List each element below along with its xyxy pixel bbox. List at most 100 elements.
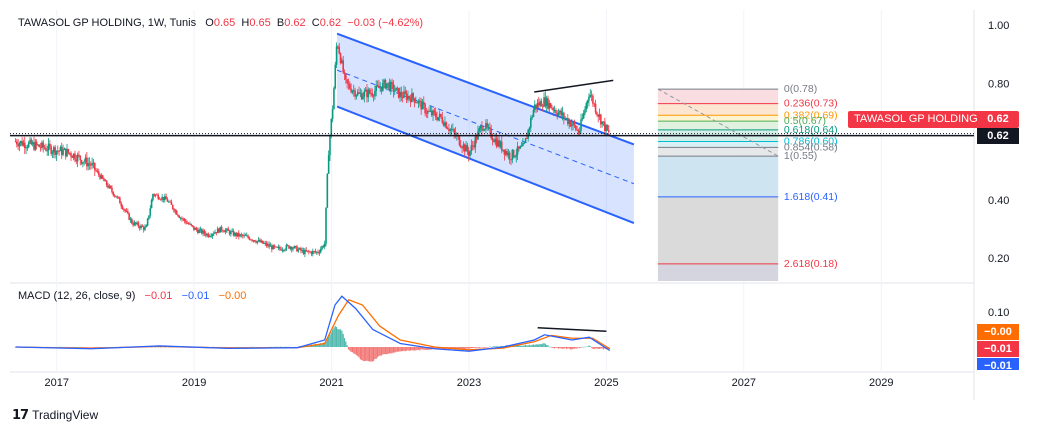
candle-body [605, 125, 607, 132]
macd-histogram-bar [354, 347, 356, 355]
candle-body [46, 150, 49, 152]
candle-body [475, 136, 478, 140]
macd-histogram-bar [469, 347, 471, 349]
macd-histogram-bar [601, 347, 603, 349]
candle-body [121, 206, 124, 209]
candle-body [224, 230, 227, 233]
candle-body [116, 196, 119, 198]
candle-body [438, 114, 441, 118]
candle-body [584, 109, 586, 113]
candle-body [366, 89, 368, 98]
macd-histogram-bar [542, 343, 544, 347]
macd-histogram-bar [573, 347, 576, 349]
macd-histogram-bar [547, 345, 549, 347]
candle-body [64, 148, 67, 157]
candle-body [144, 227, 146, 230]
candle-body [437, 117, 440, 121]
candle-body [277, 247, 280, 248]
candle-body [21, 141, 23, 146]
candle-body [305, 249, 307, 252]
candle-body [127, 211, 129, 214]
macd-histogram-bar [437, 347, 439, 350]
candle-body [255, 241, 257, 243]
macd-histogram-bar [222, 347, 224, 348]
macd-histogram-bar [243, 346, 245, 348]
candle-body [380, 87, 383, 91]
macd-histogram-bar [486, 347, 488, 348]
candle-body [158, 198, 161, 200]
macd-histogram-bar [531, 344, 533, 347]
macd-histogram-bar [425, 347, 428, 350]
candle-body [450, 129, 453, 131]
candle-body [341, 60, 343, 63]
macd-histogram-bar [228, 347, 231, 348]
macd-histogram-bar [572, 347, 574, 349]
macd-histogram-bar [75, 346, 77, 348]
candle-body [333, 88, 335, 110]
fib-level-label: 1.618(0.41) [784, 191, 838, 203]
macd-histogram-bar [388, 347, 391, 354]
candle-body [389, 81, 392, 91]
macd-histogram-bar [538, 344, 540, 347]
macd-signal-tag-text: −0.00 [984, 326, 1012, 338]
candle-body [573, 122, 576, 126]
candle-body [421, 101, 424, 110]
macd-histogram-bar [320, 343, 322, 347]
candle-body [267, 244, 269, 246]
candle-body [37, 144, 39, 146]
candle-body [549, 103, 552, 108]
candle-body [508, 152, 511, 160]
candle-body [466, 145, 469, 152]
macd-histogram-bar [557, 347, 560, 349]
macd-histogram-bar [494, 346, 496, 347]
candle-body [70, 153, 72, 157]
macd-histogram-bar [170, 347, 173, 348]
candle-body [193, 226, 195, 230]
macd-histogram-bar [415, 347, 417, 351]
macd-histogram-bar [551, 347, 553, 348]
macd-histogram-bar [322, 342, 324, 347]
candle-body [141, 225, 144, 227]
candle-body [441, 117, 444, 123]
candle-body [215, 232, 218, 234]
macd-histogram-bar [515, 345, 517, 347]
macd-histogram-bar [316, 344, 318, 347]
macd-histogram-bar [474, 347, 476, 348]
candle-body [109, 185, 112, 188]
macd-histogram-bar [252, 346, 254, 348]
macd-histogram-bar [324, 342, 326, 347]
candle-body [532, 109, 535, 117]
candle-body [452, 129, 454, 131]
candle-body [45, 148, 47, 151]
tradingview-logo[interactable]: 𝟭𝟳 TradingView [12, 407, 98, 423]
macd-histogram-bar [546, 344, 548, 347]
candle-body [197, 229, 199, 233]
candle-body [422, 101, 425, 105]
macd-histogram-bar [273, 346, 276, 348]
candle-body [345, 74, 347, 80]
candle-body [99, 174, 101, 179]
high-value: 0.65 [249, 17, 271, 29]
candle-body [317, 251, 319, 253]
macd-histogram-bar [318, 343, 321, 347]
macd-histogram-bar [598, 347, 601, 349]
candle-body [162, 196, 165, 201]
candle-body [194, 228, 196, 230]
fibonacci-retracement[interactable]: 0(0.78)0.236(0.73)0.382(0.69)0.5(0.67)0.… [657, 83, 838, 281]
macd-histogram-bar [346, 345, 348, 347]
candle-body [577, 130, 580, 134]
macd-histogram-bar [592, 347, 594, 349]
macd-histogram-bar [386, 347, 388, 355]
candle-body [195, 228, 198, 230]
candle-body [177, 214, 179, 217]
candle-body [420, 100, 422, 110]
candle-body [249, 239, 252, 241]
candle-body [469, 151, 471, 156]
macd-histogram-bar [409, 347, 412, 351]
macd-histogram-bar [70, 347, 72, 348]
candle-body [101, 175, 104, 179]
fib-level-label: 1(0.55) [784, 150, 817, 162]
macd-histogram-bar [411, 347, 413, 351]
macd-histogram-bar [485, 347, 487, 348]
candle-body [230, 231, 232, 235]
